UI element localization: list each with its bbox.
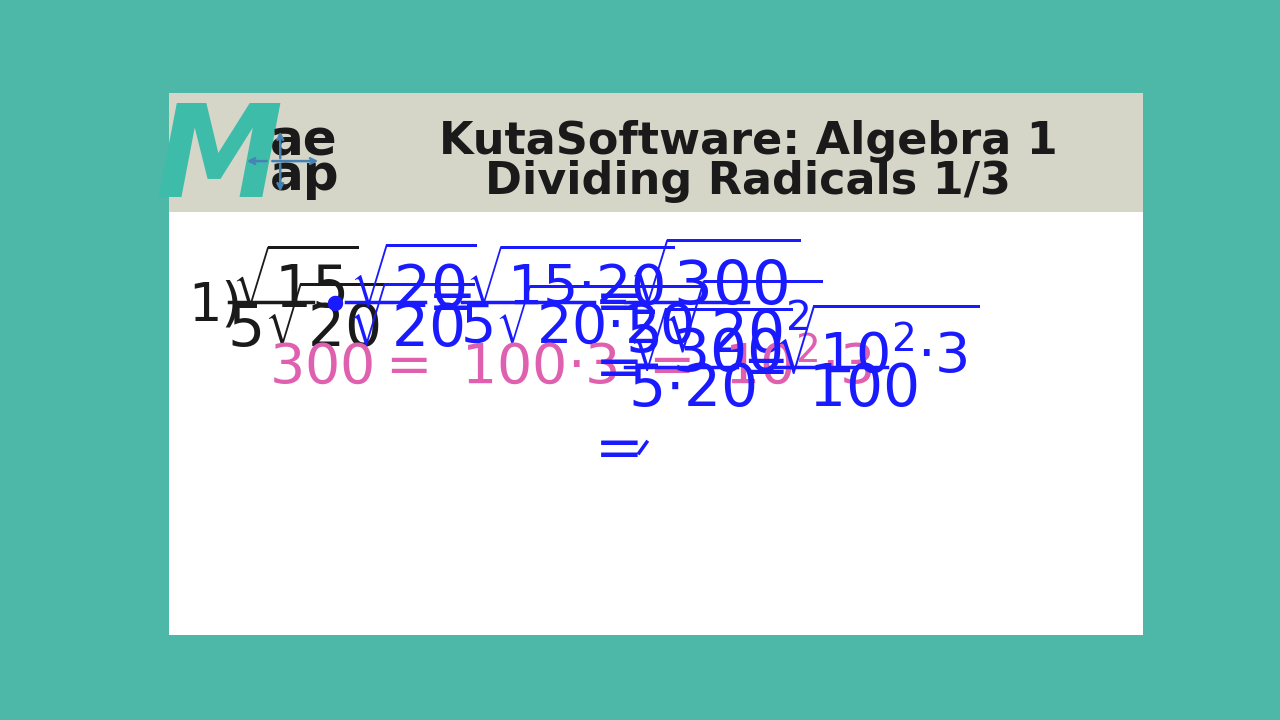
Text: $\sqrt{15}$: $\sqrt{15}$ bbox=[233, 250, 358, 320]
Text: KutaSoftware: Algebra 1: KutaSoftware: Algebra 1 bbox=[439, 120, 1057, 163]
Text: $5\sqrt{20}$: $5\sqrt{20}$ bbox=[227, 287, 390, 359]
Text: $\sqrt{10^2{\cdot}3}$: $\sqrt{10^2{\cdot}3}$ bbox=[774, 309, 979, 384]
Text: $300{=}\ 100{\cdot}3\ {=}\ 10^2{\cdot}3$: $300{=}\ 100{\cdot}3\ {=}\ 10^2{\cdot}3$ bbox=[270, 340, 873, 395]
FancyBboxPatch shape bbox=[169, 212, 1143, 634]
Text: $\sqrt{300}$: $\sqrt{300}$ bbox=[628, 312, 792, 384]
Text: $\sqrt{15{\cdot}20}$: $\sqrt{15{\cdot}20}$ bbox=[466, 251, 675, 317]
Text: $=$: $=$ bbox=[584, 339, 639, 396]
Text: $\bullet$: $\bullet$ bbox=[317, 277, 344, 330]
Text: $=$: $=$ bbox=[416, 274, 472, 330]
Text: $5{\cdot}20$: $5{\cdot}20$ bbox=[627, 361, 755, 418]
Text: $=$: $=$ bbox=[584, 420, 639, 477]
Text: $100$: $100$ bbox=[809, 361, 918, 418]
Text: 1): 1) bbox=[188, 280, 242, 332]
Text: $5\sqrt{20^2}$: $5\sqrt{20^2}$ bbox=[625, 284, 822, 366]
Text: $=$: $=$ bbox=[732, 341, 785, 395]
Text: $=$: $=$ bbox=[584, 274, 639, 330]
Text: M: M bbox=[155, 99, 282, 224]
Text: Dividing Radicals 1/3: Dividing Radicals 1/3 bbox=[485, 160, 1011, 202]
FancyBboxPatch shape bbox=[169, 93, 1143, 213]
Text: ae: ae bbox=[270, 118, 337, 166]
Text: $\sqrt{20}$: $\sqrt{20}$ bbox=[348, 287, 475, 359]
Text: $\sqrt{20}$: $\sqrt{20}$ bbox=[349, 248, 476, 320]
Text: $5\sqrt{20{\cdot}20}$: $5\sqrt{20{\cdot}20}$ bbox=[460, 289, 704, 356]
Text: ap: ap bbox=[270, 153, 339, 200]
Text: $\sqrt{300}$: $\sqrt{300}$ bbox=[628, 244, 800, 318]
